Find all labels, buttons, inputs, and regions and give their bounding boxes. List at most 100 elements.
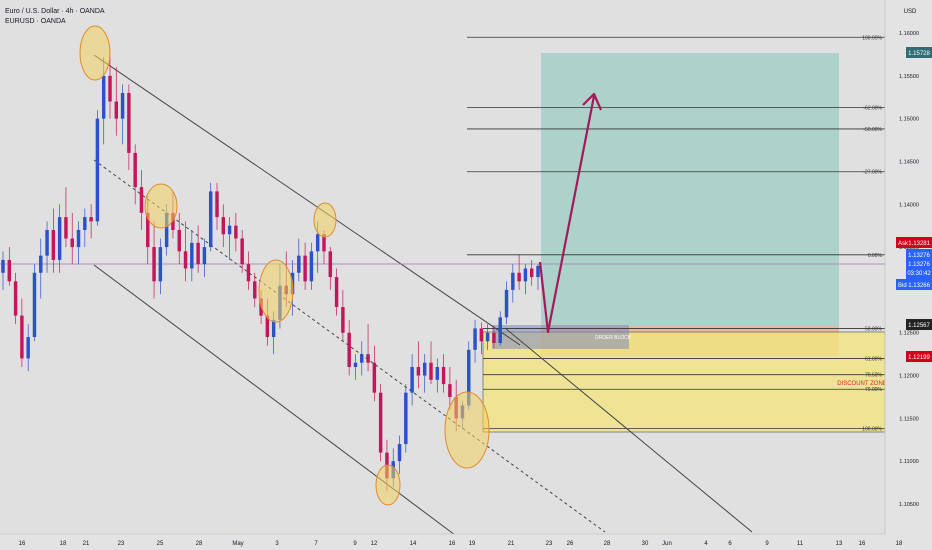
candle-body[interactable] — [347, 332, 351, 367]
bid-box — [896, 279, 932, 290]
candle-body[interactable] — [372, 362, 377, 393]
candle-body[interactable] — [101, 75, 106, 119]
candle-body[interactable] — [45, 229, 49, 256]
candle-body[interactable] — [410, 366, 414, 393]
candle-body[interactable] — [297, 255, 301, 273]
candle-body[interactable] — [504, 289, 509, 318]
retest-circle[interactable] — [444, 391, 490, 469]
candle-body[interactable] — [467, 349, 471, 406]
candle-body[interactable] — [95, 118, 100, 222]
candle-body[interactable] — [360, 354, 364, 363]
candle-body[interactable] — [20, 315, 24, 359]
x-tick-label: 30 — [642, 541, 649, 547]
candle-body[interactable] — [397, 444, 402, 462]
candle-body[interactable] — [441, 366, 446, 385]
candle-body[interactable] — [215, 191, 219, 218]
candle-body[interactable] — [158, 247, 163, 282]
candle-body[interactable] — [448, 384, 452, 397]
candle-body[interactable] — [177, 229, 181, 252]
candle-body[interactable] — [422, 362, 427, 376]
candle-body[interactable] — [473, 328, 477, 350]
candle-body[interactable] — [322, 234, 326, 252]
candle-body[interactable] — [479, 328, 484, 342]
candle-body[interactable] — [39, 255, 43, 273]
candle-body[interactable] — [253, 281, 257, 299]
candle-body[interactable] — [234, 225, 238, 239]
pullback-circle-2[interactable] — [258, 259, 294, 323]
candle-body[interactable] — [183, 251, 188, 269]
candle-body[interactable] — [485, 332, 490, 342]
candle-body[interactable] — [529, 268, 534, 278]
last-price-repeat: 1.13276 — [908, 262, 930, 268]
channel-upper-line[interactable] — [93, 54, 521, 346]
candle-body[interactable] — [246, 264, 251, 282]
chart-title: Euro / U.S. Dollar · 4h · OANDA — [5, 8, 105, 15]
candle-body[interactable] — [108, 75, 112, 102]
candle-body[interactable] — [227, 225, 232, 235]
candle-body[interactable] — [303, 255, 307, 282]
candle-body[interactable] — [7, 259, 12, 282]
candle-body[interactable] — [517, 272, 521, 282]
candle-body[interactable] — [64, 217, 68, 239]
pullback-circle-1[interactable] — [144, 183, 178, 229]
candle-body[interactable] — [76, 229, 81, 248]
ask-label: Ask — [898, 241, 909, 247]
candle-body[interactable] — [511, 272, 515, 290]
candle-body[interactable] — [89, 217, 93, 222]
candle-body[interactable] — [152, 247, 156, 282]
candle-body[interactable] — [309, 251, 314, 282]
candle-body[interactable] — [208, 191, 213, 248]
candle-body[interactable] — [70, 238, 74, 248]
candle-body[interactable] — [416, 366, 421, 376]
candle-body[interactable] — [353, 362, 358, 367]
candle-body[interactable] — [221, 217, 226, 235]
projection-arrow[interactable] — [538, 95, 596, 334]
candle-body[interactable] — [133, 152, 137, 188]
candle-body[interactable] — [536, 265, 540, 278]
candle-body[interactable] — [83, 217, 87, 230]
fib-level-label: 100.00% — [862, 427, 882, 433]
candle-body[interactable] — [271, 319, 276, 338]
pullback-circle-3[interactable] — [313, 202, 337, 238]
candle-body[interactable] — [378, 392, 383, 453]
candle-body[interactable] — [26, 337, 30, 359]
y-tick-label: 1.16000 — [899, 31, 919, 37]
candle-body[interactable] — [13, 281, 18, 316]
swing-low-circle[interactable] — [375, 464, 401, 506]
y-tick-label: 1.13500 — [899, 245, 919, 251]
time-axis-panel[interactable] — [0, 534, 932, 550]
candle-body[interactable] — [114, 101, 119, 119]
candle-body[interactable] — [139, 187, 144, 213]
candle-body[interactable] — [523, 268, 528, 282]
candle-body[interactable] — [328, 251, 333, 278]
x-tick-label: 3 — [275, 541, 279, 547]
candle-body[interactable] — [51, 229, 56, 260]
candle-body[interactable] — [32, 272, 37, 338]
candle-body[interactable] — [146, 212, 150, 248]
candle-body[interactable] — [404, 392, 408, 445]
projection-line[interactable] — [504, 327, 753, 533]
candle-body[interactable] — [366, 354, 370, 363]
candle-body[interactable] — [498, 317, 502, 344]
candle-body[interactable] — [120, 92, 125, 119]
x-tick-label: 25 — [157, 541, 164, 547]
candle-body[interactable] — [127, 92, 131, 153]
candle-body[interactable] — [315, 234, 320, 252]
candle-body[interactable] — [492, 332, 496, 344]
candle-body[interactable] — [341, 307, 345, 333]
candle-body[interactable] — [1, 259, 5, 273]
candle-body[interactable] — [202, 247, 207, 265]
candle-body[interactable] — [196, 242, 200, 265]
x-tick-label: 16 — [449, 541, 456, 547]
candle-body[interactable] — [435, 366, 440, 380]
candle-body[interactable] — [164, 212, 169, 248]
candle-body[interactable] — [265, 315, 270, 338]
ask-price: 1.13281 — [908, 241, 930, 247]
candle-body[interactable] — [334, 277, 339, 308]
swing-high-circle[interactable] — [79, 25, 111, 81]
candle-body[interactable] — [429, 362, 433, 380]
candle-body[interactable] — [240, 238, 244, 265]
candle-body[interactable] — [190, 242, 194, 269]
candle-body[interactable] — [57, 217, 62, 260]
